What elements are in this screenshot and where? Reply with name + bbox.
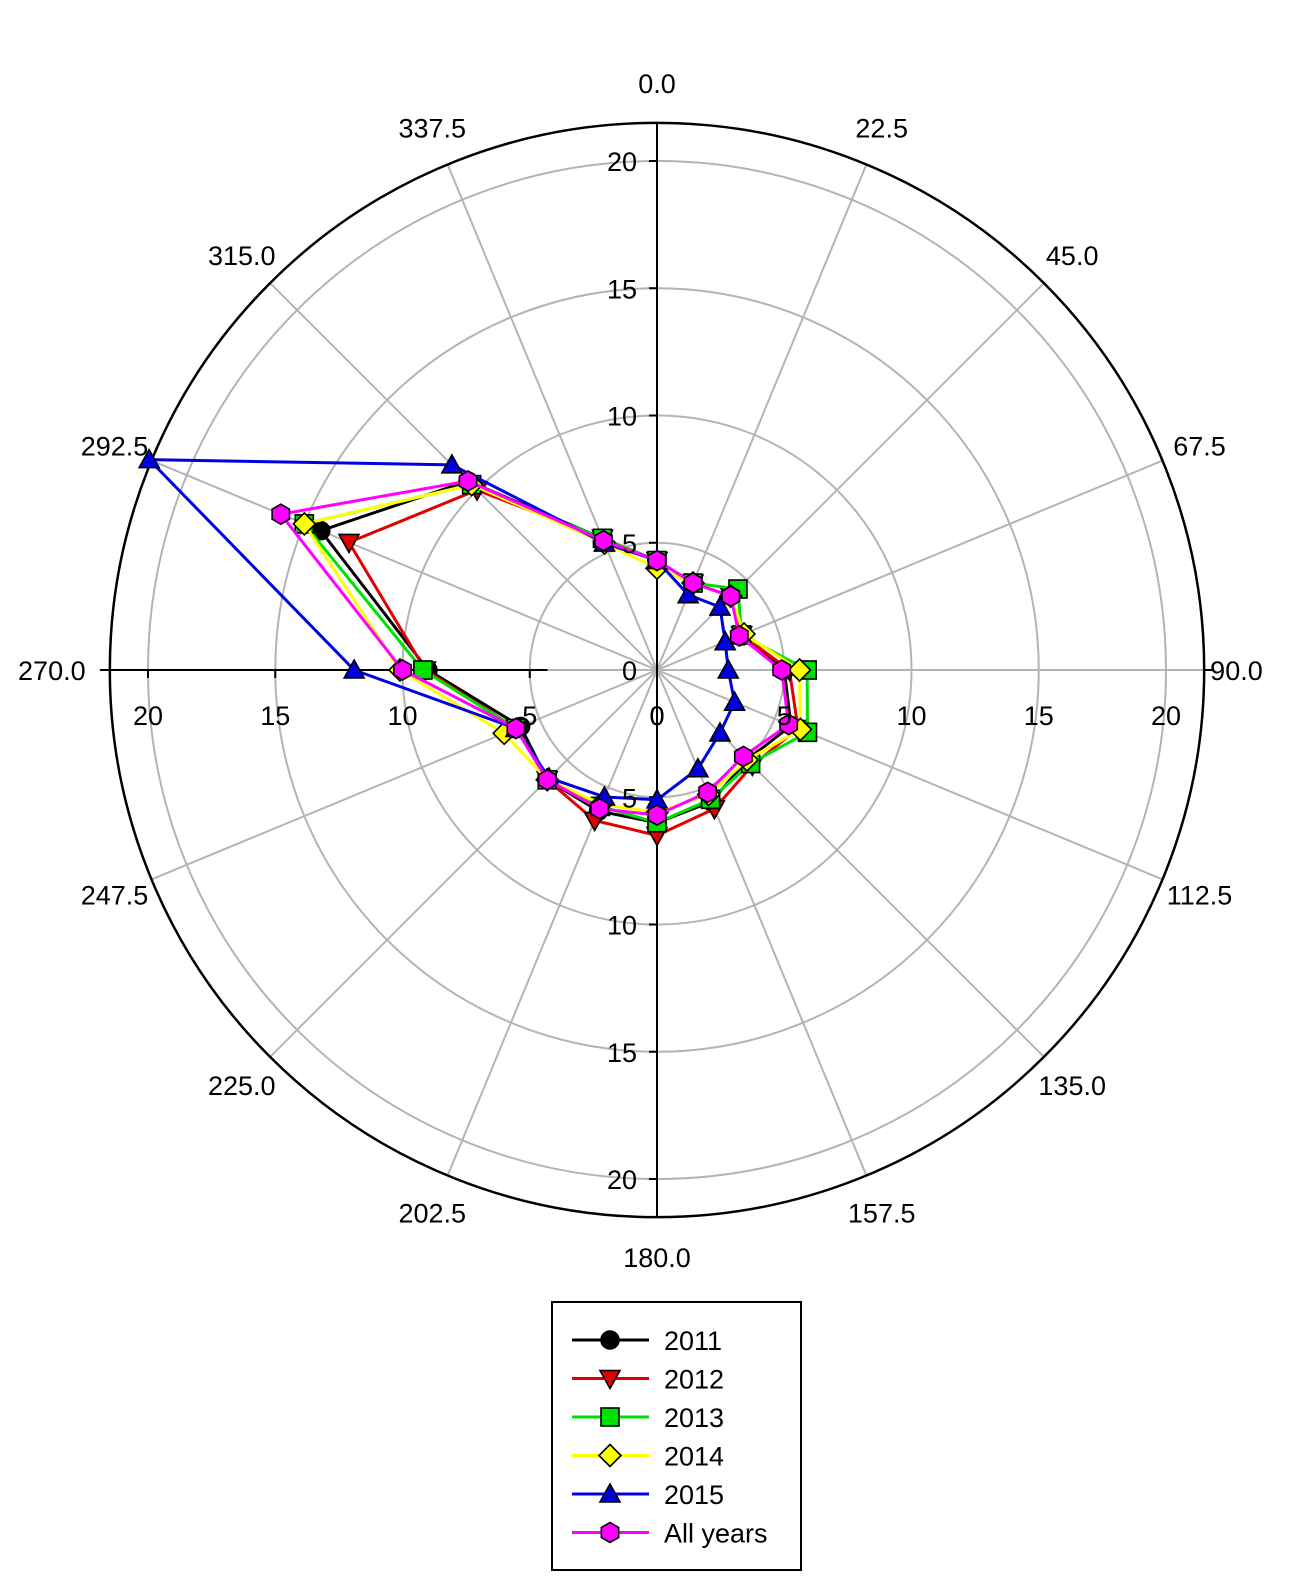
grid-spoke xyxy=(151,459,658,671)
angle-label: 135.0 xyxy=(1038,1071,1106,1101)
grid-spoke xyxy=(656,669,868,1176)
radial-tick-label: 10 xyxy=(896,701,926,731)
data-point-2015 xyxy=(723,690,746,711)
radial-tick-label: 10 xyxy=(607,911,637,941)
data-point-2015 xyxy=(716,658,740,679)
angle-label: 22.5 xyxy=(855,114,908,144)
data-point-all-years xyxy=(779,713,799,736)
legend-marker xyxy=(600,1407,620,1427)
data-point-all-years xyxy=(729,624,749,647)
legend-label: 2015 xyxy=(664,1480,724,1510)
legend-label: 2011 xyxy=(664,1326,722,1356)
legend-label: 2013 xyxy=(664,1403,724,1433)
legend-entry-2011: 2011 xyxy=(572,1326,722,1356)
data-point-2014 xyxy=(787,657,812,683)
data-point-2015 xyxy=(708,595,732,616)
data-point-all-years xyxy=(721,585,741,608)
data-point-all-years xyxy=(393,659,412,681)
angle-label: 90.0 xyxy=(1210,656,1263,686)
data-point-2015 xyxy=(137,447,161,469)
data-point-all-years xyxy=(590,797,609,820)
grid-spoke xyxy=(269,669,658,1058)
legend-box xyxy=(551,1301,802,1571)
legend: 2011 2012 2013 2014 2015 All years xyxy=(551,1301,802,1571)
legend-entry-2015: 2015 xyxy=(572,1480,724,1510)
data-point-all-years xyxy=(506,717,526,740)
radial-tick-label: 5 xyxy=(622,783,637,813)
legend-entry-all-years: All years xyxy=(572,1519,768,1549)
radial-tick-label: 10 xyxy=(607,402,637,432)
data-point-all-years xyxy=(772,659,792,681)
angle-label: 270.0 xyxy=(18,656,86,686)
data-point-2014 xyxy=(292,511,317,537)
series-all-years xyxy=(271,470,799,826)
data-point-all-years xyxy=(271,503,291,526)
radial-tick-label: 5 xyxy=(622,529,637,559)
grid-layer xyxy=(99,121,1215,1219)
legend-marker xyxy=(600,1330,620,1350)
legend-marker xyxy=(598,1369,622,1391)
radial-tick-label: 20 xyxy=(607,1165,637,1195)
radial-tick-label: 15 xyxy=(607,274,637,304)
angle-label: 0.0 xyxy=(638,69,676,99)
radial-tick-label: 5 xyxy=(777,701,792,731)
legend-label: All years xyxy=(664,1519,768,1549)
angle-label: 247.5 xyxy=(81,881,149,911)
data-point-all-years xyxy=(698,781,718,804)
legend-marker xyxy=(597,1443,623,1468)
radial-tick-label: 0 xyxy=(622,656,637,686)
legend-label: 2014 xyxy=(664,1442,724,1472)
series-layer xyxy=(137,447,818,848)
angle-label: 112.5 xyxy=(1167,881,1233,911)
radial-tick-label: 15 xyxy=(1024,701,1054,731)
data-point-all-years xyxy=(593,529,613,552)
angle-label: 180.0 xyxy=(623,1243,691,1273)
grid-spoke xyxy=(446,164,658,671)
angle-label: 45.0 xyxy=(1046,241,1099,271)
data-point-all-years xyxy=(537,768,557,791)
angle-label: 157.5 xyxy=(848,1198,916,1228)
legend-label: 2012 xyxy=(664,1365,724,1395)
angle-label: 337.5 xyxy=(399,114,467,144)
radial-tick-label: 15 xyxy=(607,1038,637,1068)
data-point-2012 xyxy=(337,533,361,555)
radial-tick-label: 20 xyxy=(133,701,163,731)
radial-tick-label: 0 xyxy=(649,701,664,731)
legend-marker xyxy=(598,1482,622,1503)
data-point-2015 xyxy=(342,658,366,679)
radial-tick-label: 20 xyxy=(1151,701,1181,731)
data-point-2015 xyxy=(440,453,464,474)
data-point-all-years xyxy=(647,549,667,572)
legend-marker xyxy=(600,1521,620,1544)
legend-entry-2012: 2012 xyxy=(572,1365,724,1395)
legend-entry-2014: 2014 xyxy=(572,1442,724,1472)
data-point-all-years xyxy=(458,470,478,492)
grid-spoke xyxy=(151,669,658,881)
radial-tick-label: 10 xyxy=(387,701,417,731)
angle-label: 292.5 xyxy=(81,431,149,461)
data-point-all-years xyxy=(647,804,667,826)
series-line-2015 xyxy=(147,458,737,802)
radial-tick-label: 5 xyxy=(522,701,537,731)
data-point-all-years xyxy=(683,572,703,594)
radial-tick-label: 0 xyxy=(649,701,664,731)
radial-tick-label: 20 xyxy=(607,147,637,177)
data-point-all-years xyxy=(733,745,753,768)
data-point-2015 xyxy=(686,757,710,778)
angle-label: 67.5 xyxy=(1173,431,1226,461)
angle-label: 225.0 xyxy=(208,1071,276,1101)
angle-label: 202.5 xyxy=(399,1198,467,1228)
radial-tick-label: 15 xyxy=(260,701,290,731)
angle-label: 315.0 xyxy=(208,241,276,271)
legend-entry-2013: 2013 xyxy=(572,1403,724,1433)
grid-spoke xyxy=(446,669,658,1176)
data-point-2015 xyxy=(708,721,732,742)
